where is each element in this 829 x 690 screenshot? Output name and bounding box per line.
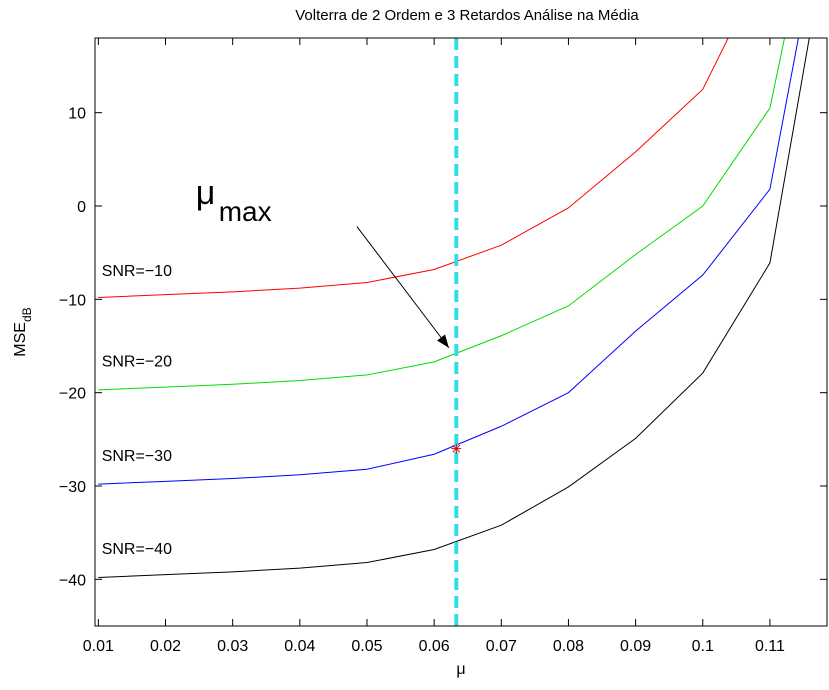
series-label-1: SNR=−10 (102, 263, 172, 280)
x-tick-label-4: 0.04 (284, 638, 315, 655)
mu-max-marker (451, 443, 462, 454)
plot-area: 0.01 0.02 0.03 0.04 0.05 0.06 0.07 0.08 0.09 0.1 0… (12, 37, 828, 678)
y-tick-label-2: −30 (59, 479, 86, 496)
chart-title: Volterra de 2 Ordem e 3 Retardos Análise… (295, 7, 639, 24)
series-label-4: SNR=−40 (102, 541, 172, 558)
y-axis-label-subscript: dB (20, 307, 34, 322)
x-tick-label-2: 0.02 (150, 638, 181, 655)
y-axis-label-main: MSE (12, 322, 29, 357)
y-tick-label-3: −20 (59, 386, 86, 403)
marker-stroke-4 (452, 444, 461, 453)
x-axis-label: μ (456, 661, 465, 678)
y-tick-label-1: −40 (59, 572, 86, 589)
x-tick-label-9: 0.09 (620, 638, 651, 655)
x-tick-label-10: 0.1 (692, 638, 714, 655)
series-label-2: SNR=−20 (102, 354, 172, 371)
x-tick-label-8: 0.08 (553, 638, 584, 655)
y-tick-label-6: 10 (68, 106, 86, 123)
plot-frame (94, 37, 828, 627)
y-tick-label-4: −10 (59, 292, 86, 309)
series-line-3 (98, 38, 799, 485)
y-axis-label: MSEdB (12, 307, 34, 356)
series-label-3: SNR=−30 (102, 448, 172, 465)
x-tick-label-3: 0.03 (217, 638, 248, 655)
series-line-4 (98, 38, 810, 578)
annotation-arrow-head (437, 334, 449, 348)
y-tick-label-5: 0 (77, 199, 86, 216)
x-tick-label-1: 0.01 (83, 638, 114, 655)
x-tick-label-5: 0.05 (351, 638, 382, 655)
x-tick-label-7: 0.07 (486, 638, 517, 655)
series-line-1 (98, 38, 729, 298)
series-line-2 (98, 38, 786, 391)
annotation-mu: μ (196, 174, 216, 212)
series-group (98, 38, 810, 626)
x-tick-label-11: 0.11 (755, 638, 785, 655)
plot-background (95, 38, 827, 626)
annotation-arrow-shaft (356, 226, 450, 349)
annotation-max: max (219, 196, 272, 227)
x-tick-label-6: 0.06 (419, 638, 450, 655)
